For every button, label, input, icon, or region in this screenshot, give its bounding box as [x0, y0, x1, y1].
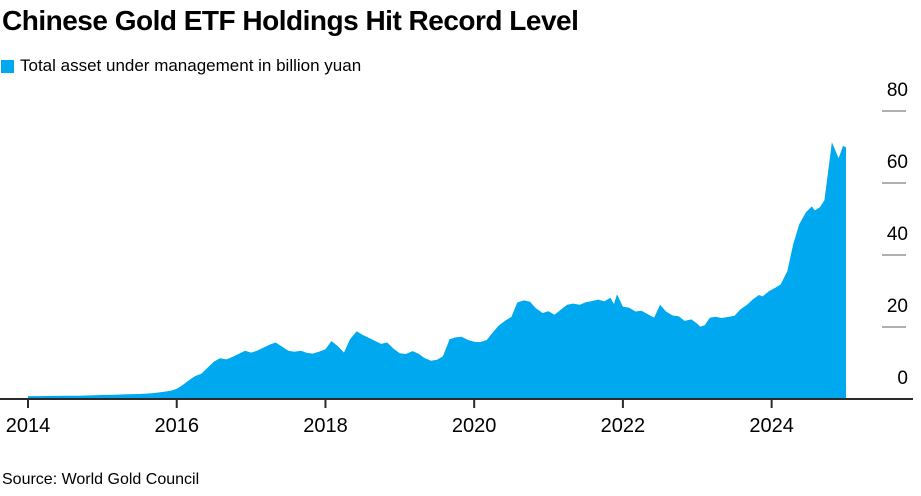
source-note: Source: World Gold Council — [2, 471, 200, 488]
y-tick-label: 40 — [887, 224, 908, 245]
legend: Total asset under management in billion … — [1, 56, 361, 76]
x-tick-label: 2018 — [303, 415, 348, 437]
y-tick-label: 20 — [887, 296, 908, 317]
area-series — [28, 142, 846, 400]
x-tick-label: 2022 — [601, 415, 646, 437]
chart-title: Chinese Gold ETF Holdings Hit Record Lev… — [2, 5, 579, 36]
x-tick-label: 2020 — [452, 415, 497, 437]
y-tick-label: 60 — [887, 152, 908, 173]
x-tick-label: 2014 — [6, 415, 51, 437]
legend-swatch-icon — [1, 60, 14, 73]
y-tick-label: 0 — [897, 368, 908, 389]
legend-label: Total asset under management in billion … — [20, 56, 362, 75]
x-tick-label: 2016 — [154, 415, 199, 437]
x-tick-label: 2024 — [749, 415, 794, 437]
y-tick-label: 80 — [887, 80, 908, 101]
